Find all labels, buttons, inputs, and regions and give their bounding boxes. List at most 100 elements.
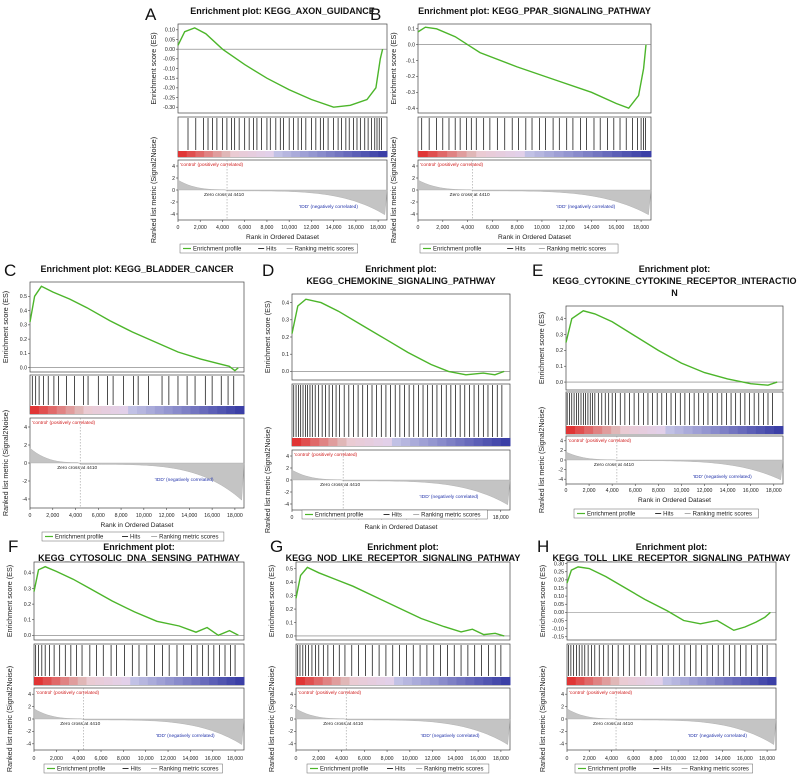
metric-ytick-label-h: -2 — [559, 729, 564, 735]
legend-label-metric-c: Ranking metric scores — [159, 535, 218, 541]
negative-label-c: 'IDD' (negatively correlated) — [155, 477, 214, 483]
rank-bar-segment-e — [602, 426, 612, 434]
es-ytick-label-c: 0.2 — [20, 337, 27, 343]
es-ytick-label-a: -0.30 — [163, 105, 175, 111]
rank-bar-segment-c — [181, 406, 191, 414]
positive-label-d: 'control' (positively correlated) — [294, 452, 358, 458]
es-ytick-label-f: 0.3 — [24, 586, 31, 592]
rank-bar-segment-g — [313, 677, 324, 685]
rank-bar-segment-c — [172, 406, 183, 414]
rank-bar-segment-b — [544, 151, 555, 157]
chart-title-f-1: KEGG_CYTOSOLIC_DNA_SENSING_PATHWAY — [38, 553, 240, 563]
es-frame-e — [565, 305, 784, 391]
rank-bar-segment-d — [337, 438, 347, 446]
rank-bar-segment-c — [119, 406, 129, 414]
metric-area-e — [565, 451, 784, 481]
chart-title-a-0: Enrichment plot: KEGG_AXON_GUIDANCE — [190, 6, 375, 16]
es-frame-b — [417, 23, 652, 114]
es-ytick-label-d: 0.1 — [282, 352, 289, 358]
rank-bar-segment-h — [627, 677, 638, 685]
metric-ylabel-a: Ranked list metric (Signal2Noise) — [149, 137, 158, 243]
legend-label-es-g: Enrichment profile — [320, 767, 369, 773]
rank-bar-segment-d — [364, 438, 375, 446]
xlabel-d: Rank in Ordered Dataset — [365, 524, 438, 531]
metric-ytick-label-e: 0 — [560, 458, 563, 464]
legend-label-hits-f: Hits — [131, 767, 141, 773]
hits-frame-d — [291, 383, 511, 447]
legend-box-d — [301, 509, 488, 520]
rank-bar-segment-e — [746, 426, 757, 434]
xtick-label-e: 4,000 — [606, 488, 619, 494]
es-ytick-label-a: -0.10 — [163, 66, 175, 72]
metric-ytick-label-f: 0 — [28, 717, 31, 723]
rank-bar-segment-a — [212, 151, 223, 157]
es-ytick-label-e: 0.0 — [556, 380, 563, 386]
rank-bar-segment-c — [56, 406, 67, 414]
metric-ytick-label-c: -4 — [22, 497, 27, 503]
xtick-label-a: 12,000 — [303, 225, 319, 231]
negative-label-h: 'IDD' (negatively correlated) — [688, 733, 747, 739]
rank-bar-segment-a — [195, 151, 205, 157]
rank-bar-segment-g — [367, 677, 377, 685]
rank-bar-segment-a — [230, 151, 240, 157]
legend-label-es-d: Enrichment profile — [315, 513, 364, 519]
es-ylabel-h: Enrichment score (ES) — [538, 565, 547, 637]
panel-b: Enrichment plot: KEGG_PPAR_SIGNALING_PAT… — [389, 6, 652, 254]
es-ytick-label-a: -0.05 — [163, 57, 175, 63]
rank-bar-segment-d — [410, 438, 420, 446]
rank-bar-segment-d — [446, 438, 456, 446]
xtick-label-g: 10,000 — [402, 756, 418, 762]
metric-ytick-label-f: -4 — [26, 742, 31, 748]
legend-label-es-h: Enrichment profile — [588, 767, 637, 773]
es-frame-d — [291, 293, 511, 381]
rank-bar-segment-c — [235, 406, 245, 414]
es-ytick-label-g: 0.4 — [286, 580, 293, 586]
metric-ytick-label-b: 2 — [412, 176, 415, 182]
legend-box-g — [306, 763, 490, 774]
xtick-label-f: 14,000 — [182, 756, 198, 762]
legend-box-c — [41, 531, 225, 542]
positive-label-g: 'control' (positively correlated) — [298, 690, 362, 696]
metric-ytick-label-e: 2 — [560, 448, 563, 454]
metric-ytick-label-g: 2 — [290, 704, 293, 710]
legend-box-f — [43, 763, 223, 774]
xtick-label-c: 16,000 — [204, 513, 220, 519]
chart-title-h-1: KEGG_TOLL_LIKE_RECEPTOR_SIGNALING_PATHWA… — [552, 553, 790, 563]
rank-bar-segment-e — [719, 426, 730, 434]
es-ytick-label-e: 0.1 — [556, 364, 563, 370]
legend-label-hits-d: Hits — [392, 513, 402, 519]
negative-label-a: 'IDD' (negatively correlated) — [299, 204, 358, 210]
rank-bar-segment-g — [483, 677, 493, 685]
rank-bar-segment-h — [715, 677, 725, 685]
rank-bar-segment-d — [319, 438, 329, 446]
es-ytick-label-f: 0.0 — [24, 633, 31, 639]
rank-bar-segment-c — [83, 406, 93, 414]
xtick-label-c: 6,000 — [92, 513, 105, 519]
es-ytick-label-h: 0.25 — [554, 570, 564, 576]
metric-ytick-label-h: 4 — [561, 692, 564, 698]
rank-bar-segment-f — [200, 677, 210, 685]
rank-bar-segment-d — [473, 438, 484, 446]
rank-bar-segment-e — [575, 426, 585, 434]
chart-title-b-0: Enrichment plot: KEGG_PPAR_SIGNALING_PAT… — [418, 6, 651, 16]
panel-letter-b: B — [370, 5, 381, 24]
rank-bar-segment-a — [343, 151, 353, 157]
rank-bar-segment-g — [394, 677, 404, 685]
es-ytick-label-h: -0.10 — [552, 626, 564, 632]
xtick-label-c: 12,000 — [159, 513, 175, 519]
xtick-label-f: 12,000 — [160, 756, 176, 762]
chart-title-d-0: Enrichment plot: — [365, 264, 437, 274]
rank-bar-segment-h — [749, 677, 760, 685]
rank-bar-segment-d — [437, 438, 447, 446]
negative-label-g: 'IDD' (negatively correlated) — [421, 733, 480, 739]
metric-ylabel-c: Ranked list metric (Signal2Noise) — [1, 410, 10, 516]
negative-label-f: 'IDD' (negatively correlated) — [156, 733, 215, 739]
metric-ytick-label-c: 2 — [24, 443, 27, 449]
rank-bar-segment-a — [265, 151, 275, 157]
xtick-label-f: 8,000 — [117, 756, 130, 762]
xtick-label-h: 0 — [566, 756, 569, 762]
xtick-label-g: 12,000 — [425, 756, 441, 762]
rank-bar-segment-e — [665, 426, 675, 434]
rank-bar-segment-f — [130, 677, 140, 685]
metric-ytick-label-g: -2 — [288, 729, 293, 735]
